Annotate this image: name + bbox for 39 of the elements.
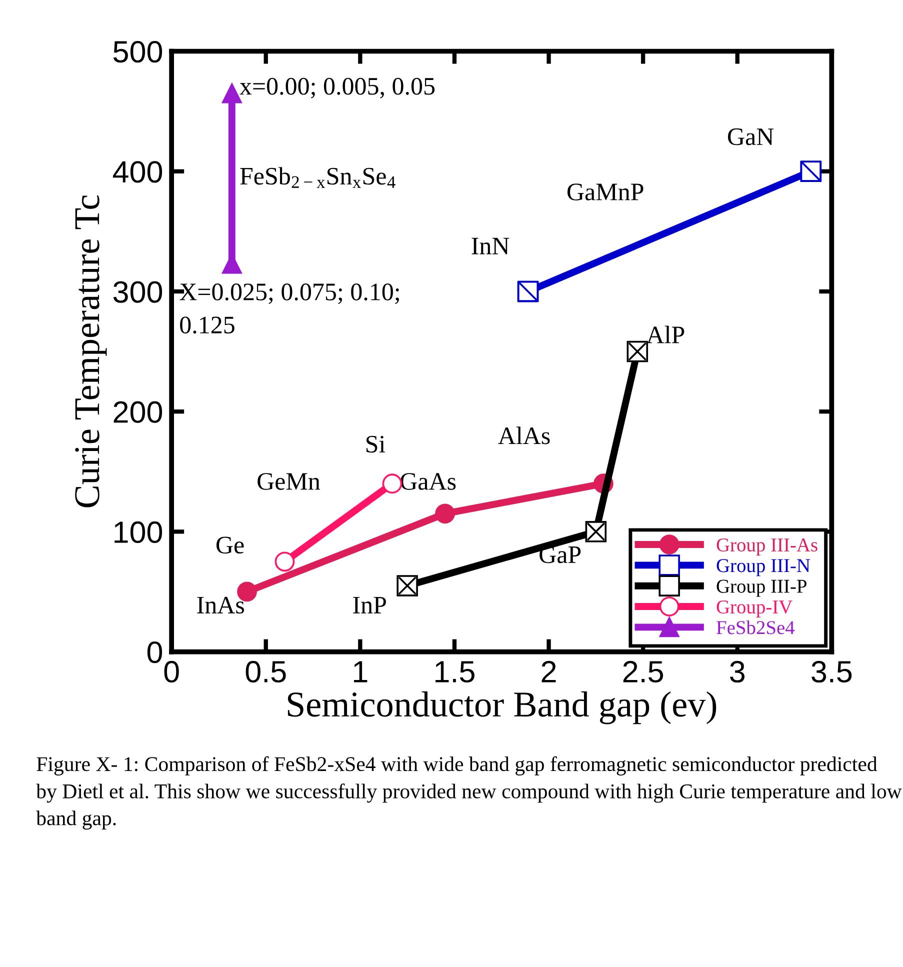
annotation: InN bbox=[472, 238, 510, 254]
y-tick-label: 400 bbox=[112, 161, 162, 183]
x-axis-title: Semiconductor Band gap (ev) bbox=[288, 691, 716, 724]
legend-label: Group III-P bbox=[716, 580, 806, 597]
annotation: InAs bbox=[197, 596, 244, 614]
annotation: GeMn bbox=[258, 473, 320, 490]
annotation: FeSb$_{2−x}$Sn$_{x}$Se$_{4}$ bbox=[240, 167, 396, 188]
x-tick-label: 0 bbox=[164, 660, 179, 683]
annotation: AlAs bbox=[498, 426, 550, 444]
point bbox=[435, 504, 455, 524]
annotation: GaAs bbox=[400, 473, 456, 490]
text: Figure X- 1: Comparison of FeSb2-xSe4 with wide band gap ferromagnetic semiconductor predicted by Dietl et al. This show we successfully provided new compound with high Curie temperature and low band gap. bbox=[36, 756, 902, 830]
legend-label: FeSb2Se4 bbox=[716, 620, 795, 634]
x-tick-label: 1 bbox=[354, 661, 368, 682]
annotation: X=0.025; 0.075; 0.10; 0.125 bbox=[180, 284, 399, 334]
annotation: AlP bbox=[646, 326, 684, 344]
annotation: GaN bbox=[728, 128, 774, 146]
y-tick-label: 300 bbox=[113, 281, 162, 303]
annotation: InP bbox=[353, 596, 386, 614]
point bbox=[274, 552, 295, 572]
y-tick-label: 100 bbox=[114, 521, 162, 544]
legend-label: Group-IV bbox=[716, 600, 792, 618]
x-tick-label: 0.5 bbox=[246, 660, 286, 683]
annotation: Si bbox=[366, 436, 386, 453]
y-tick-label: 200 bbox=[114, 401, 162, 423]
y-tick-label: 0 bbox=[147, 641, 162, 664]
x-tick-label: 2.5 bbox=[623, 660, 664, 683]
x-tick-label: 3.5 bbox=[812, 660, 852, 683]
legend-label: Group III-As bbox=[716, 538, 818, 556]
x-tick-label: 1.5 bbox=[436, 661, 474, 683]
y-axis-title: Curie Temperature Tc bbox=[75, 195, 107, 508]
legend-label: Group III-N bbox=[716, 559, 810, 576]
point bbox=[382, 474, 402, 494]
annotation: x=0.00; 0.005, 0.05 bbox=[240, 78, 435, 98]
annotation: GaMnP bbox=[567, 184, 644, 200]
y-tick-label: 500 bbox=[113, 40, 162, 63]
x-tick-label: 2 bbox=[542, 660, 556, 682]
annotation: Ge bbox=[216, 536, 244, 554]
x-tick-label: 3 bbox=[730, 660, 745, 683]
